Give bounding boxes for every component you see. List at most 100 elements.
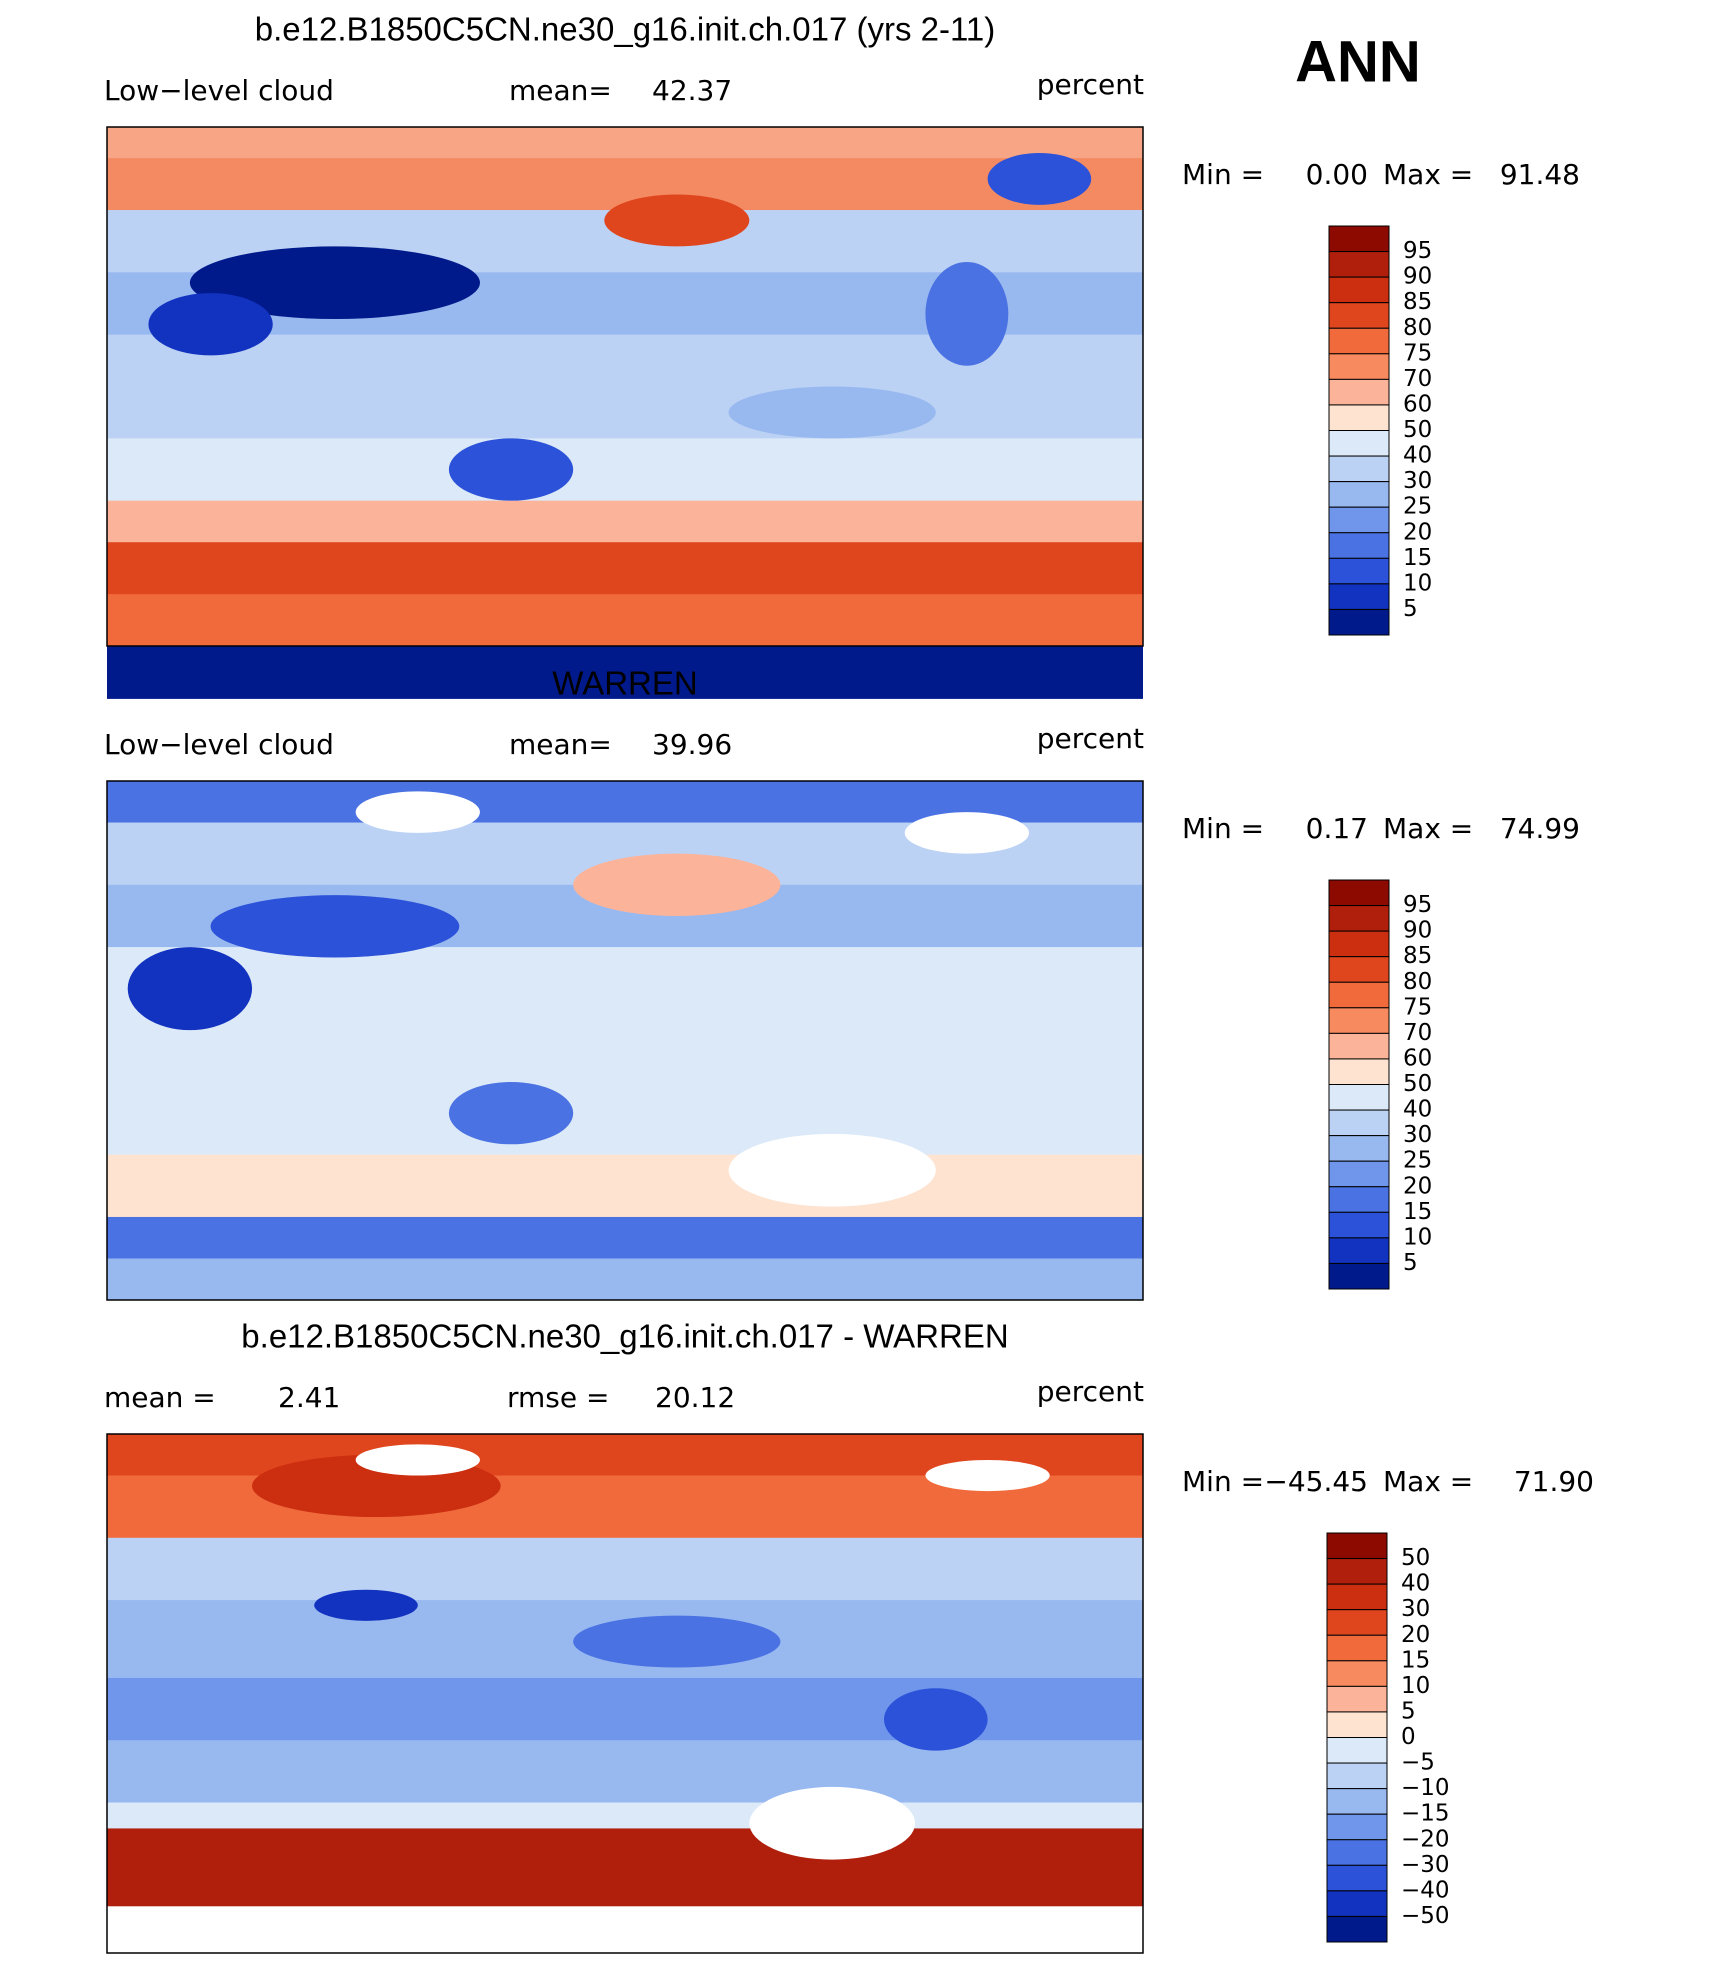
map-band — [107, 1258, 1143, 1301]
map-region — [127, 947, 253, 1031]
colorbar-label: 10 — [1401, 1673, 1430, 1699]
panel-title: b.e12.B1850C5CN.ne30_g16.init.ch.017 - W… — [241, 1318, 1008, 1355]
colorbar-box — [1326, 1660, 1388, 1687]
panel-title: WARREN — [552, 665, 697, 702]
map-band — [107, 542, 1143, 596]
colorbar-box — [1328, 1109, 1390, 1137]
colorbar-label: 15 — [1403, 545, 1432, 571]
colorbar-label: −5 — [1401, 1750, 1435, 1776]
colorbar-box — [1326, 1609, 1388, 1636]
map-band — [107, 594, 1143, 647]
colorbar-label: 20 — [1403, 1173, 1432, 1199]
colorbar-box — [1328, 378, 1390, 406]
min-label: Min = — [1182, 812, 1264, 845]
colorbar-label: 20 — [1403, 519, 1432, 545]
colorbar-box — [1328, 930, 1390, 958]
season-label: ANN — [1295, 29, 1421, 94]
colorbar-label: 25 — [1403, 494, 1432, 520]
colorbar-box — [1328, 1186, 1390, 1213]
colorbar-label: 30 — [1403, 468, 1432, 494]
map-region — [314, 1589, 418, 1621]
colorbar-box — [1326, 1915, 1388, 1943]
min-value: 0.17 — [1306, 812, 1368, 845]
min-label: Min = — [1182, 158, 1264, 191]
map — [106, 780, 1144, 1353]
colorbar-box — [1326, 1788, 1388, 1815]
map-band — [107, 127, 1143, 160]
colorbar-label: 85 — [1403, 943, 1432, 969]
colorbar-box — [1328, 1032, 1390, 1060]
map-band — [107, 1154, 1143, 1218]
colorbar-box — [1328, 481, 1390, 508]
colorbar-box — [1328, 1237, 1390, 1264]
colorbar-label: 10 — [1403, 570, 1432, 596]
map-region — [448, 438, 574, 501]
map-region — [925, 1459, 1050, 1492]
colorbar-label: 5 — [1401, 1698, 1416, 1724]
max-label: Max = — [1383, 158, 1473, 191]
colorbar-box — [1326, 1890, 1388, 1917]
colorbar-label: 50 — [1401, 1545, 1430, 1571]
colorbar-box — [1326, 1583, 1388, 1611]
map-region — [904, 812, 1030, 854]
stat-label: rmse = — [507, 1381, 609, 1414]
colorbar-label: −50 — [1401, 1903, 1450, 1929]
map-frame — [106, 126, 1144, 647]
colorbar-label: 95 — [1403, 892, 1432, 918]
units-label: percent — [1037, 722, 1144, 755]
map-band — [107, 1076, 1143, 1156]
colorbar-box — [1328, 608, 1390, 636]
colorbar-box — [1328, 225, 1390, 253]
variable-label: Low−level cloud — [104, 728, 334, 761]
colorbar-label: 60 — [1403, 1045, 1432, 1071]
min-label: Min = — [1182, 1465, 1264, 1498]
map-region — [573, 853, 781, 916]
colorbar-box — [1328, 430, 1390, 457]
colorbar-box — [1326, 1839, 1388, 1866]
map-band — [107, 1300, 1143, 1353]
map-band — [107, 158, 1143, 212]
map — [106, 126, 1144, 699]
colorbar-label: 95 — [1403, 238, 1432, 264]
panel-title: b.e12.B1850C5CN.ne30_g16.init.ch.017 (yr… — [255, 11, 996, 48]
map-band — [107, 947, 1143, 1078]
units-label: percent — [1037, 68, 1144, 101]
colorbar-box — [1328, 1084, 1390, 1111]
colorbar-label: 40 — [1403, 443, 1432, 469]
colorbar-label: −20 — [1401, 1826, 1450, 1852]
colorbar-label: 25 — [1403, 1148, 1432, 1174]
colorbar-box — [1326, 1813, 1388, 1841]
colorbar-box — [1328, 276, 1390, 304]
stat-value: 42.37 — [652, 74, 732, 107]
colorbar-box — [1328, 583, 1390, 610]
max-value: 71.90 — [1514, 1465, 1594, 1498]
colorbar-box — [1328, 557, 1390, 585]
map-region — [604, 194, 750, 247]
colorbar-box — [1328, 1058, 1390, 1085]
stat-label: mean= — [509, 728, 612, 761]
colorbar-box — [1328, 404, 1390, 431]
colorbar-box — [1326, 1634, 1388, 1662]
map-band — [107, 1677, 1143, 1742]
map — [106, 1433, 1144, 1954]
colorbar-box — [1328, 1007, 1390, 1034]
map-band — [107, 1537, 1143, 1602]
colorbar-label: 30 — [1401, 1596, 1430, 1622]
colorbar-box — [1326, 1711, 1388, 1738]
colorbar-label: 40 — [1401, 1571, 1430, 1597]
colorbar-label: 85 — [1403, 289, 1432, 315]
max-label: Max = — [1383, 812, 1473, 845]
colorbar-label: 15 — [1401, 1647, 1430, 1673]
colorbar-box — [1326, 1558, 1388, 1585]
colorbar-box — [1326, 1737, 1388, 1764]
colorbar-label: 75 — [1403, 994, 1432, 1020]
stat-value: 2.41 — [278, 1381, 340, 1414]
max-value: 74.99 — [1500, 812, 1580, 845]
colorbar-box — [1328, 455, 1390, 483]
max-value: 91.48 — [1500, 158, 1580, 191]
colorbar-label: 75 — [1403, 340, 1432, 366]
map-region — [189, 246, 480, 320]
colorbar-label: 50 — [1403, 417, 1432, 443]
map-region — [448, 1082, 574, 1145]
